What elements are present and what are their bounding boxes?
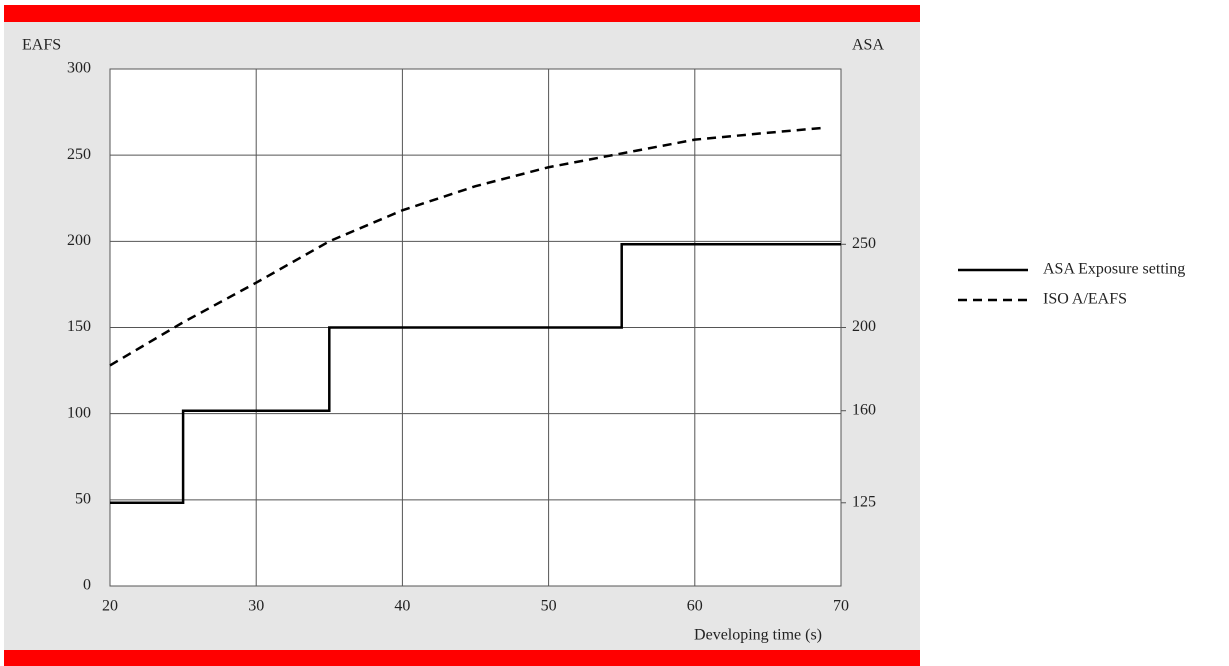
y2-tick-label: 250 [852,235,876,252]
x-tick-label: 70 [833,598,849,615]
legend-label: ASA Exposure setting [1043,261,1185,278]
bottom-bar [4,650,920,666]
legend-label: ISO A/EAFS [1043,291,1127,308]
x-tick-label: 20 [102,598,118,615]
x-tick-label: 50 [541,598,557,615]
y-tick-label: 250 [67,146,91,163]
x-tick-label: 60 [687,598,703,615]
line-series [110,243,841,505]
y-tick-label: 300 [67,60,91,77]
top-bar [4,5,920,22]
y-tick-label: 0 [83,577,91,594]
y2-axis-label: ASA [852,37,884,54]
y-tick-label: 150 [67,318,91,335]
y-tick-label: 200 [67,232,91,249]
x-tick-label: 40 [394,598,410,615]
y-tick-label: 50 [75,491,91,508]
x-axis-label: Developing time (s) [694,627,822,644]
y2-tick-label: 125 [852,493,876,510]
y-tick-label: 100 [67,404,91,421]
y-axis-label: EAFS [22,37,61,54]
y2-tick-label: 160 [852,401,876,418]
y2-tick-label: 200 [852,318,876,335]
line-series [109,126,827,367]
x-tick-label: 30 [248,598,264,615]
